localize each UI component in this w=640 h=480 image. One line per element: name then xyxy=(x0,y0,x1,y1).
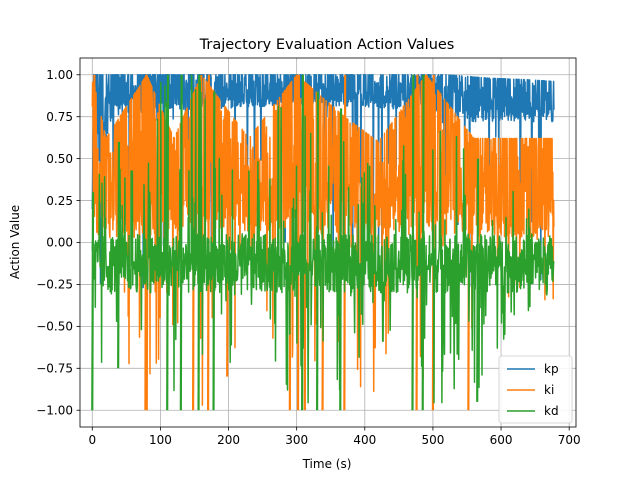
chart-title: Trajectory Evaluation Action Values xyxy=(199,37,455,53)
x-axis: 0 100 200 300 400 500 600 700 xyxy=(88,427,581,447)
y-tick-label: −0.25 xyxy=(36,278,73,292)
y-tick-label: 0.00 xyxy=(46,236,73,250)
spike-ki xyxy=(296,74,300,411)
y-tick-label: −1.00 xyxy=(36,403,73,417)
y-tick-label: 0.25 xyxy=(46,194,73,208)
x-tick-label: 600 xyxy=(490,433,513,447)
y-axis-label: Action Value xyxy=(8,205,22,279)
spike-kd xyxy=(166,74,170,411)
y-tick-label: 1.00 xyxy=(46,68,73,82)
spike-ki xyxy=(92,74,96,168)
x-tick-label: 200 xyxy=(217,433,240,447)
spike-kd xyxy=(179,74,183,411)
x-tick-label: 0 xyxy=(88,433,96,447)
x-tick-label: 700 xyxy=(558,433,581,447)
legend: kp ki kd xyxy=(498,355,573,424)
legend-box xyxy=(498,355,573,424)
spike-kd xyxy=(197,74,201,411)
spike-kd xyxy=(212,91,216,411)
x-tick-label: 500 xyxy=(421,433,444,447)
series-kp xyxy=(91,74,555,294)
spike-ki xyxy=(145,91,149,411)
spike-ki xyxy=(288,91,292,411)
spike-kd xyxy=(315,91,319,411)
series-kd xyxy=(91,74,555,411)
x-tick-label: 100 xyxy=(149,433,172,447)
y-tick-label: 0.50 xyxy=(46,152,73,166)
x-tick-label: 400 xyxy=(353,433,376,447)
spike-kd xyxy=(117,141,121,369)
spike-kd xyxy=(411,74,415,411)
legend-label-kp: kp xyxy=(544,362,559,376)
y-tick-label: 0.75 xyxy=(46,110,73,124)
y-tick-label: −0.75 xyxy=(36,361,73,375)
spike-kd xyxy=(301,74,305,411)
x-axis-label: Time (s) xyxy=(302,457,352,471)
legend-label-kd: kd xyxy=(544,404,559,418)
series-line-kp xyxy=(91,74,555,294)
y-axis: −1.00 −0.75 −0.50 −0.25 0.00 0.25 0.50 0.75 1.00 xyxy=(36,68,80,417)
spike-kd xyxy=(339,108,343,411)
spike-kd xyxy=(91,192,95,411)
y-tick-label: −0.50 xyxy=(36,320,73,334)
spike-kd xyxy=(476,158,480,402)
series-layer xyxy=(91,74,555,411)
x-tick-label: 300 xyxy=(285,433,308,447)
legend-label-ki: ki xyxy=(544,383,554,397)
spike-ki xyxy=(415,74,419,411)
spike-kd xyxy=(421,74,425,411)
